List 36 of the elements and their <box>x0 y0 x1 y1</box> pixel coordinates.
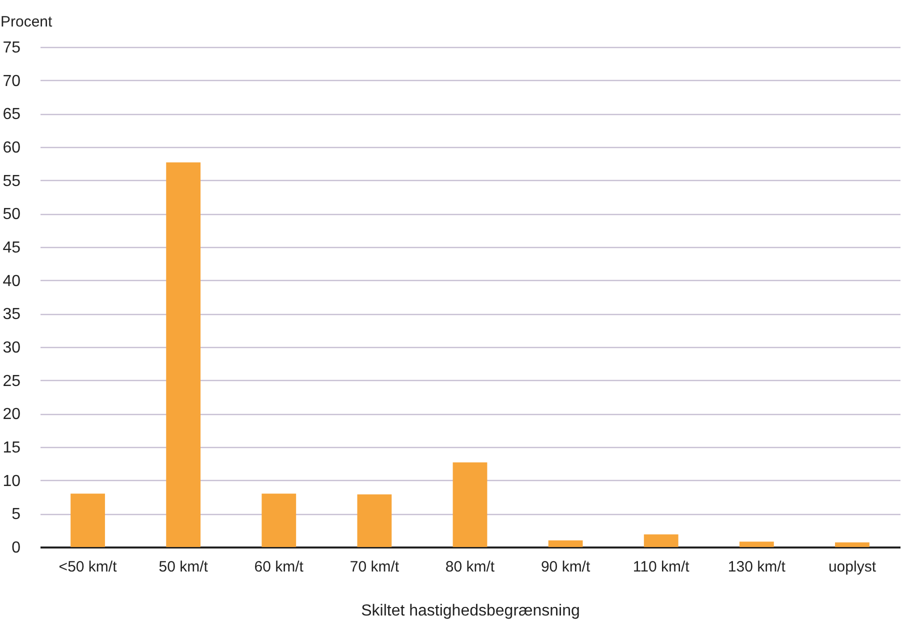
x-tick-label: <50 km/t <box>58 558 118 576</box>
bar <box>262 494 296 547</box>
y-tick-label: 60 <box>2 140 21 156</box>
y-tick-label: 55 <box>2 172 21 190</box>
y-tick-label: 35 <box>2 306 21 324</box>
x-tick-label: 110 km/t <box>632 558 690 576</box>
y-tick-label: 10 <box>2 472 21 490</box>
x-tick-label: 70 km/t <box>350 558 400 576</box>
y-tick-label: 75 <box>2 40 21 56</box>
bar <box>70 494 105 547</box>
y-tick-label: 45 <box>2 240 21 256</box>
y-tick-label: 5 <box>12 506 21 524</box>
y-tick-label: 30 <box>2 340 21 356</box>
x-tick-label: 90 km/t <box>540 558 591 576</box>
y-tick-label: 0 <box>12 540 21 556</box>
y-axis-title: Procent <box>0 14 54 30</box>
x-axis-title: Skiltet hastighedsbegrænsning <box>361 602 580 620</box>
y-tick-label: 25 <box>2 372 21 390</box>
x-tick-label: 80 km/t <box>445 558 496 576</box>
x-tick-label: 50 km/t <box>158 558 209 576</box>
bar <box>644 534 678 547</box>
y-tick-label: 20 <box>2 406 21 424</box>
y-tick-label: 50 <box>2 206 21 224</box>
y-tick-label: 65 <box>2 106 21 124</box>
bar <box>357 494 392 547</box>
bar <box>166 162 201 547</box>
y-tick-label: 70 <box>2 72 21 90</box>
x-tick-label: 130 km/t <box>728 558 786 576</box>
x-tick-label: uoplyst <box>828 558 877 576</box>
bar <box>739 542 774 547</box>
y-tick-label: 15 <box>2 440 21 456</box>
bar <box>548 540 583 547</box>
x-tick-label: 60 km/t <box>254 558 304 576</box>
bar <box>835 542 870 547</box>
bar <box>452 462 488 547</box>
y-tick-label: 40 <box>2 272 21 290</box>
